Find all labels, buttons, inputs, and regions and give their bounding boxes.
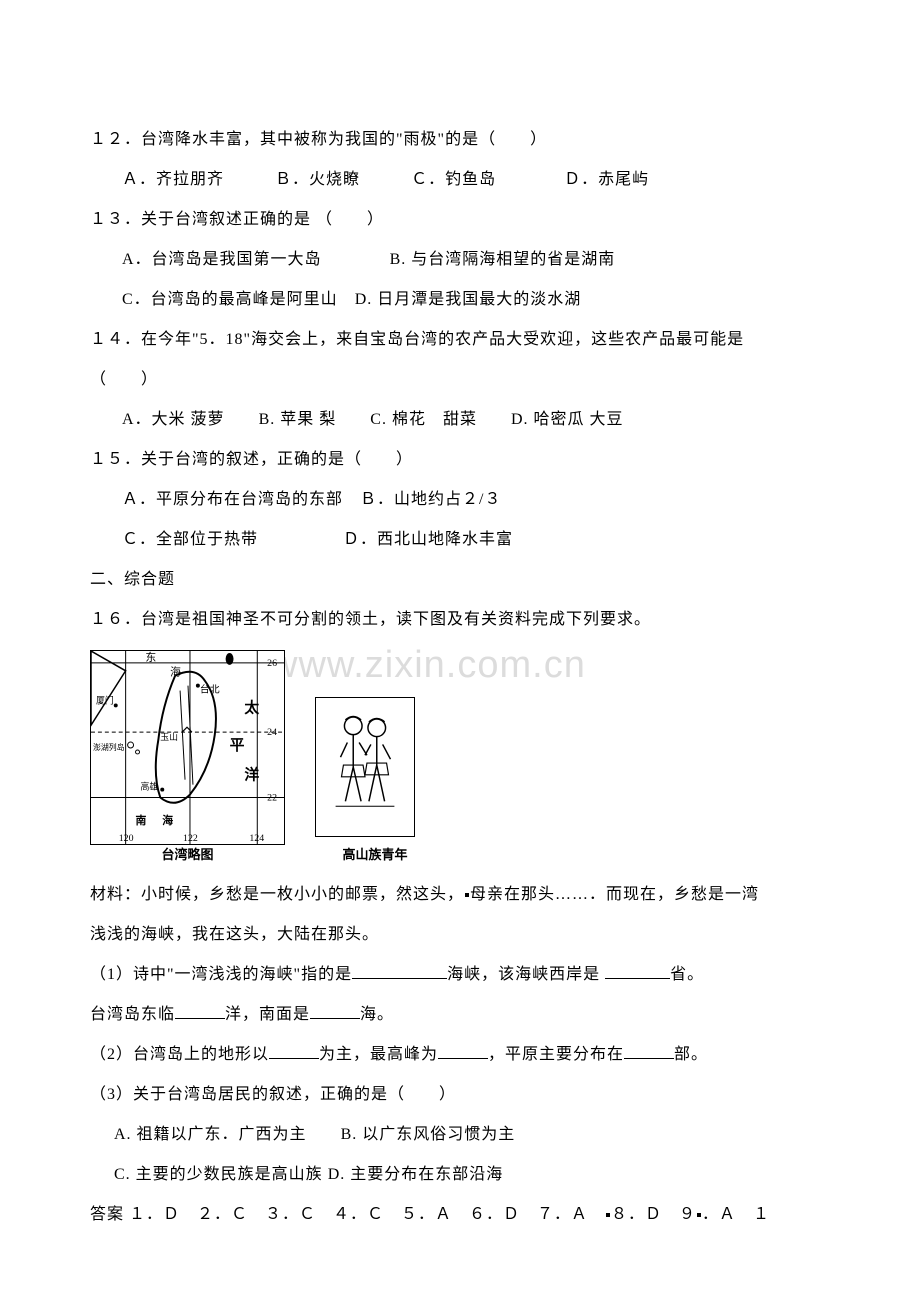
sub1a: （1）诗中"一湾浅浅的海峡"指的是 [90, 966, 352, 983]
section2-title: 二、综合题 [90, 560, 830, 600]
svg-text:洋: 洋 [244, 766, 259, 784]
taiwan-map: 东 海 太 平 洋 南 海 台北 厦门 玉山 高雄 澎湖列岛 26 24 22 … [90, 650, 285, 845]
material-part2: 母亲在那头……．而现在，乡愁是一湾 [470, 886, 759, 903]
figure-caption: 高山族青年 [315, 845, 435, 865]
svg-text:海: 海 [162, 813, 173, 827]
q14-optD: D. 哈密瓜 大豆 [511, 411, 624, 428]
answers-part3: ．Ａ １ [702, 1206, 770, 1223]
blank-sea [310, 1003, 360, 1019]
answers-line: 答案 １．Ｄ ２．Ｃ ３．Ｃ ４．Ｃ ５．Ａ ６．Ｄ ７．Ａ ８．Ｄ ９ ．Ａ １ [90, 1195, 830, 1235]
sub2b: 为主，最高峰为 [319, 1046, 438, 1063]
svg-text:澎湖列岛: 澎湖列岛 [93, 742, 125, 752]
svg-text:高雄: 高雄 [140, 781, 158, 792]
map-svg: 东 海 太 平 洋 南 海 台北 厦门 玉山 高雄 澎湖列岛 26 24 22 … [91, 651, 284, 844]
blank-ocean [175, 1003, 225, 1019]
q13-text: １３．关于台湾叙述正确的是 （ ） [90, 200, 830, 240]
q15-optB: Ｂ．山地约占２/３ [360, 491, 501, 508]
sub2d: 部。 [674, 1046, 708, 1063]
svg-text:台北: 台北 [200, 683, 220, 696]
q12-optB: Ｂ．火烧瞭 [275, 171, 360, 188]
map-container: 东 海 太 平 洋 南 海 台北 厦门 玉山 高雄 澎湖列岛 26 24 22 … [90, 650, 285, 865]
sub1e: 洋，南面是 [225, 1006, 310, 1023]
q16-sub3-cd: C. 主要的少数民族是高山族 D. 主要分布在东部沿海 [90, 1155, 830, 1195]
q12-optD: Ｄ．赤尾屿 [564, 171, 649, 188]
q16-sub3A: A. 祖籍以广东．广西为主 [114, 1126, 307, 1143]
dot-marker-icon-2 [606, 1213, 610, 1217]
q15-optA: Ａ．平原分布在台湾岛的东部 [122, 491, 343, 508]
blank-peak [438, 1043, 488, 1059]
svg-text:东: 东 [145, 651, 156, 664]
blank-province [605, 963, 670, 979]
q15-options-ab: Ａ．平原分布在台湾岛的东部 Ｂ．山地约占２/３ [90, 480, 830, 520]
q14-text2: （ ） [90, 360, 830, 400]
sub2c: ，平原主要分布在 [488, 1046, 624, 1063]
q15-optD: Ｄ．西北山地降水丰富 [343, 531, 513, 548]
q14-optC: C. 棉花 甜菜 [370, 411, 477, 428]
svg-text:26: 26 [267, 658, 277, 669]
svg-text:海: 海 [170, 665, 181, 679]
dot-marker-icon [465, 893, 469, 897]
blank-part [624, 1043, 674, 1059]
sub1b: 海峡，该海峡西岸是 [447, 966, 600, 983]
q13-optB: B. 与台湾隔海相望的省是湖南 [390, 251, 616, 268]
material-part1: 材料：小时候，乡愁是一枚小小的邮票，然这头， [90, 886, 464, 903]
q16-sub3D: D. 主要分布在东部沿海 [328, 1166, 504, 1183]
q12-text: １２．台湾降水丰富，其中被称为我国的"雨极"的是（ ） [90, 120, 830, 160]
svg-text:22: 22 [267, 792, 277, 803]
q16-sub2: （2）台湾岛上的地形以 为主，最高峰为 ，平原主要分布在 部。 [90, 1035, 830, 1075]
sub1f: 海。 [360, 1006, 394, 1023]
svg-text:120: 120 [119, 833, 134, 844]
svg-text:24: 24 [267, 727, 277, 738]
q15-text: １５．关于台湾的叙述，正确的是（ ） [90, 440, 830, 480]
svg-text:平: 平 [230, 737, 245, 754]
svg-text:124: 124 [249, 833, 264, 844]
q12-optC: Ｃ．钓鱼岛 [411, 171, 496, 188]
q13-optA: A．台湾岛是我国第一大岛 [122, 251, 322, 268]
q13-options-ab: A．台湾岛是我国第一大岛 B. 与台湾隔海相望的省是湖南 [90, 240, 830, 280]
svg-text:122: 122 [183, 833, 198, 844]
q16-material: 材料：小时候，乡愁是一枚小小的邮票，然这头， 母亲在那头……．而现在，乡愁是一湾 [90, 875, 830, 915]
q16-material3: 浅浅的海峡，我在这头，大陆在那头。 [90, 915, 830, 955]
q12-options: Ａ．齐拉朋齐 Ｂ．火烧瞭 Ｃ．钓鱼岛 Ｄ．赤尾屿 [90, 160, 830, 200]
q14-options: A．大米 菠萝 B. 苹果 梨 C. 棉花 甜菜 D. 哈密瓜 大豆 [90, 400, 830, 440]
sub2a: （2）台湾岛上的地形以 [90, 1046, 269, 1063]
q16-sub3C: C. 主要的少数民族是高山族 [114, 1166, 323, 1183]
q14-text: １４．在今年"5．18"海交会上，来自宝岛台湾的农产品大受欢迎，这些农产品最可能… [90, 320, 830, 360]
q16-sub3-ab: A. 祖籍以广东．广西为主 B. 以广东风俗习惯为主 [90, 1115, 830, 1155]
q14-optA: A．大米 菠萝 [122, 411, 225, 428]
q16-text: １６．台湾是祖国神圣不可分割的领土，读下图及有关资料完成下列要求。 [90, 600, 830, 640]
q16-sub1-line2: 台湾岛东临 洋，南面是 海。 [90, 995, 830, 1035]
sub1d: 台湾岛东临 [90, 1006, 175, 1023]
svg-text:厦门: 厦门 [96, 694, 114, 705]
q13-optD: D. 日月潭是我国最大的淡水湖 [355, 291, 582, 308]
q13-options-cd: C．台湾岛的最高峰是阿里山 D. 日月潭是我国最大的淡水湖 [90, 280, 830, 320]
answers-part1: 答案 １．Ｄ ２．Ｃ ３．Ｃ ４．Ｃ ５．Ａ ６．Ｄ ７．Ａ [90, 1206, 605, 1223]
svg-text:玉山: 玉山 [160, 732, 178, 742]
answers-part2: ８．Ｄ ９ [611, 1206, 696, 1223]
svg-text:太: 太 [244, 698, 259, 716]
q16-sub3B: B. 以广东风俗习惯为主 [341, 1126, 516, 1143]
blank-terrain [269, 1043, 319, 1059]
svg-text:南: 南 [136, 813, 147, 827]
q16-sub3: （3）关于台湾岛居民的叙述，正确的是（ ） [90, 1075, 830, 1115]
q16-sub1: （1）诗中"一湾浅浅的海峡"指的是 海峡，该海峡西岸是 省。 [90, 955, 830, 995]
q14-optB: B. 苹果 梨 [259, 411, 337, 428]
q13-optC: C．台湾岛的最高峰是阿里山 [122, 291, 338, 308]
sub1c: 省。 [670, 966, 704, 983]
content-wrapper: １２．台湾降水丰富，其中被称为我国的"雨极"的是（ ） Ａ．齐拉朋齐 Ｂ．火烧瞭… [90, 120, 830, 1235]
blank-strait [352, 963, 447, 979]
map-caption: 台湾略图 [90, 845, 285, 865]
images-row: 东 海 太 平 洋 南 海 台北 厦门 玉山 高雄 澎湖列岛 26 24 22 … [90, 650, 830, 865]
dot-marker-icon-3 [697, 1213, 701, 1217]
figure-container: 高山族青年 [315, 697, 435, 865]
q15-options-cd: Ｃ．全部位于热带 Ｄ．西北山地降水丰富 [90, 520, 830, 560]
q15-optC: Ｃ．全部位于热带 [122, 531, 258, 548]
q12-optA: Ａ．齐拉朋齐 [122, 171, 224, 188]
gaoshan-figure [315, 697, 415, 837]
figure-svg [316, 698, 414, 836]
